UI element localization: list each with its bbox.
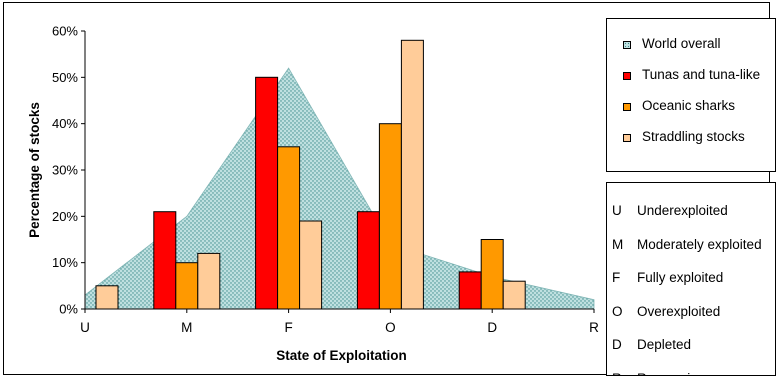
code-description: Fully exploited: [637, 270, 724, 285]
code-description: Recovering: [637, 371, 705, 376]
x-tick-label: R: [589, 320, 599, 335]
code-letter: D: [612, 337, 622, 352]
x-tick-label: O: [385, 320, 396, 335]
bar-oceanic-sharks-m: [175, 262, 199, 310]
y-tick-label: 10%: [52, 255, 78, 270]
bar-straddling-stocks-f: [299, 220, 323, 310]
y-tick-label: 50%: [52, 70, 78, 85]
bar-straddling-stocks-m: [197, 252, 221, 310]
bar-oceanic-sharks-f: [277, 146, 301, 310]
legend-swatch: [623, 134, 631, 142]
legend-swatch: [623, 72, 631, 80]
bar-oceanic-sharks-o: [378, 123, 402, 310]
x-tick-label: D: [487, 320, 497, 335]
series-legend: World overall Tunas and tuna-like Oceanic …: [606, 18, 776, 172]
bar-straddling-stocks-u: [95, 285, 119, 310]
legend-swatch: [623, 103, 631, 111]
x-axis-title: State of Exploitation: [276, 348, 407, 363]
code-description: Depleted: [637, 337, 692, 352]
legend-label: Oceanic sharks: [642, 98, 736, 113]
code-letter: M: [612, 236, 624, 252]
exploitation-code-legend: U Underexploited M Moderately exploited F Ful…: [606, 182, 776, 376]
code-letter: R: [612, 371, 622, 376]
bar-oceanic-sharks-d: [480, 239, 504, 310]
y-tick-label: 40%: [52, 116, 78, 131]
code-letter: O: [612, 303, 623, 319]
y-tick-label: 30%: [52, 163, 78, 178]
bar-tunas-and-tuna-like-f: [255, 76, 279, 310]
legend-label: World overall: [642, 36, 721, 51]
y-tick-label: 20%: [52, 209, 78, 224]
bar-tunas-and-tuna-like-d: [458, 271, 482, 310]
code-letter: U: [612, 203, 622, 218]
bar-straddling-stocks-d: [502, 280, 526, 310]
code-description: Moderately exploited: [637, 236, 762, 252]
x-tick-label: U: [80, 320, 90, 335]
legend-label: Straddling stocks: [642, 129, 745, 144]
x-tick-label: F: [284, 320, 292, 335]
y-tick-label: 0%: [59, 302, 78, 317]
y-tick-label: 60%: [52, 24, 78, 39]
bar-straddling-stocks-o: [400, 39, 424, 310]
legend-label: Tunas and tuna-like: [642, 67, 761, 82]
code-description: Underexploited: [637, 203, 728, 218]
code-letter: F: [612, 270, 621, 285]
bar-tunas-and-tuna-like-o: [356, 211, 380, 310]
y-axis-title: Percentage of stocks: [27, 102, 42, 238]
legend-swatch: [623, 41, 631, 49]
x-tick-label: M: [181, 320, 192, 335]
bar-tunas-and-tuna-like-m: [153, 211, 177, 310]
code-description: Overexploited: [637, 303, 721, 319]
